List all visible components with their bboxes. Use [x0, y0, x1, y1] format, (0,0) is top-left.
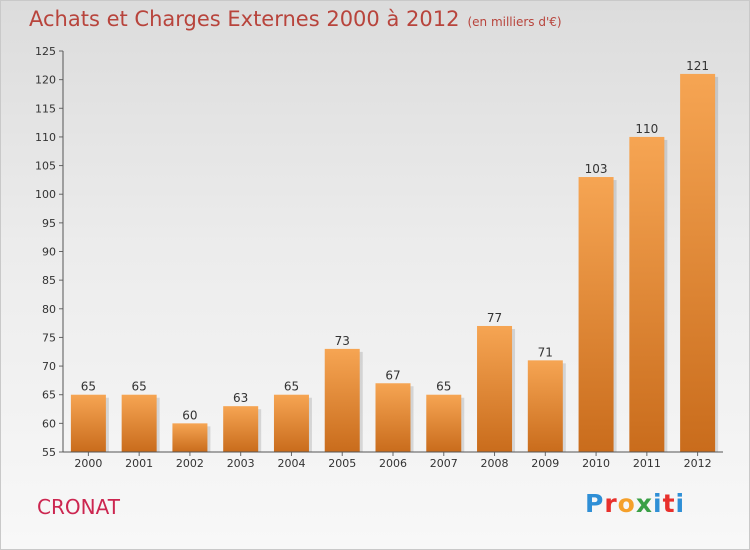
x-tick-label: 2005 [328, 457, 356, 470]
x-tick-label: 2000 [74, 457, 102, 470]
bar-2000 [70, 394, 106, 452]
town-name: CRONAT [37, 495, 120, 519]
x-tick-label: 2004 [277, 457, 305, 470]
x-tick-label: 2012 [684, 457, 712, 470]
x-tick-label: 2002 [176, 457, 204, 470]
x-tick-label: 2010 [582, 457, 610, 470]
bar-value-label: 65 [132, 380, 147, 394]
x-tick-label: 2009 [531, 457, 559, 470]
bar-value-label: 63 [233, 391, 248, 405]
y-tick-label: 125 [35, 45, 56, 58]
y-tick-label: 55 [42, 446, 56, 459]
bar-value-label: 71 [538, 345, 553, 359]
x-axis: 2000 2001 2002 2003 2004 2005 2006 2007 2008 2009… [74, 452, 712, 470]
bar-value-label: 103 [585, 162, 608, 176]
x-tick-label: 2001 [125, 457, 153, 470]
y-tick-label: 120 [35, 74, 56, 87]
bar-2002 [172, 423, 208, 452]
chart-title: Achats et Charges Externes 2000 à 2012 [29, 7, 460, 31]
x-tick-label: 2003 [227, 457, 255, 470]
bar-value-label: 60 [182, 408, 197, 422]
bar-2012 [680, 73, 716, 453]
bar-2011 [629, 136, 665, 452]
bar-value-label: 65 [81, 380, 96, 394]
bar-2004 [273, 394, 309, 452]
y-tick-label: 70 [42, 360, 56, 373]
chart-title-block: Achats et Charges Externes 2000 à 2012 (e… [29, 7, 562, 31]
x-tick-label: 2007 [430, 457, 458, 470]
bars: 65 65 60 63 65 73 67 65 77 71 103 110 121 [70, 59, 719, 453]
bar-2001 [121, 394, 157, 452]
x-tick-label: 2008 [481, 457, 509, 470]
y-tick-label: 95 [42, 217, 56, 230]
bar-value-label: 121 [686, 59, 709, 73]
bar-2003 [223, 406, 259, 452]
y-tick-label: 75 [42, 331, 56, 344]
bar-2005 [324, 348, 360, 452]
y-tick-label: 100 [35, 188, 56, 201]
bar-value-label: 65 [284, 380, 299, 394]
x-tick-label: 2011 [633, 457, 661, 470]
bar-value-label: 65 [436, 380, 451, 394]
y-tick-label: 60 [42, 417, 56, 430]
bar-2009 [527, 360, 563, 452]
y-tick-label: 65 [42, 389, 56, 402]
bar-value-label: 73 [335, 334, 350, 348]
bar-value-label: 67 [385, 368, 400, 382]
y-tick-label: 90 [42, 246, 56, 259]
bar-value-label: 110 [635, 122, 658, 136]
y-tick-label: 105 [35, 160, 56, 173]
axis-lines [62, 51, 723, 453]
y-axis: 55 60 65 70 75 80 85 90 95 100 105 110 115 120 125 [35, 45, 63, 459]
x-tick-label: 2006 [379, 457, 407, 470]
bar-2010 [578, 177, 614, 452]
bar-2006 [375, 383, 411, 452]
bar-2007 [426, 394, 462, 452]
y-tick-label: 110 [35, 131, 56, 144]
bar-2008 [477, 325, 513, 452]
proxiti-logo: Proxiti [585, 489, 686, 518]
y-tick-label: 85 [42, 274, 56, 287]
y-tick-label: 80 [42, 303, 56, 316]
chart-subtitle: (en milliers d'€) [467, 15, 562, 29]
bar-value-label: 77 [487, 311, 502, 325]
y-tick-label: 115 [35, 102, 56, 115]
